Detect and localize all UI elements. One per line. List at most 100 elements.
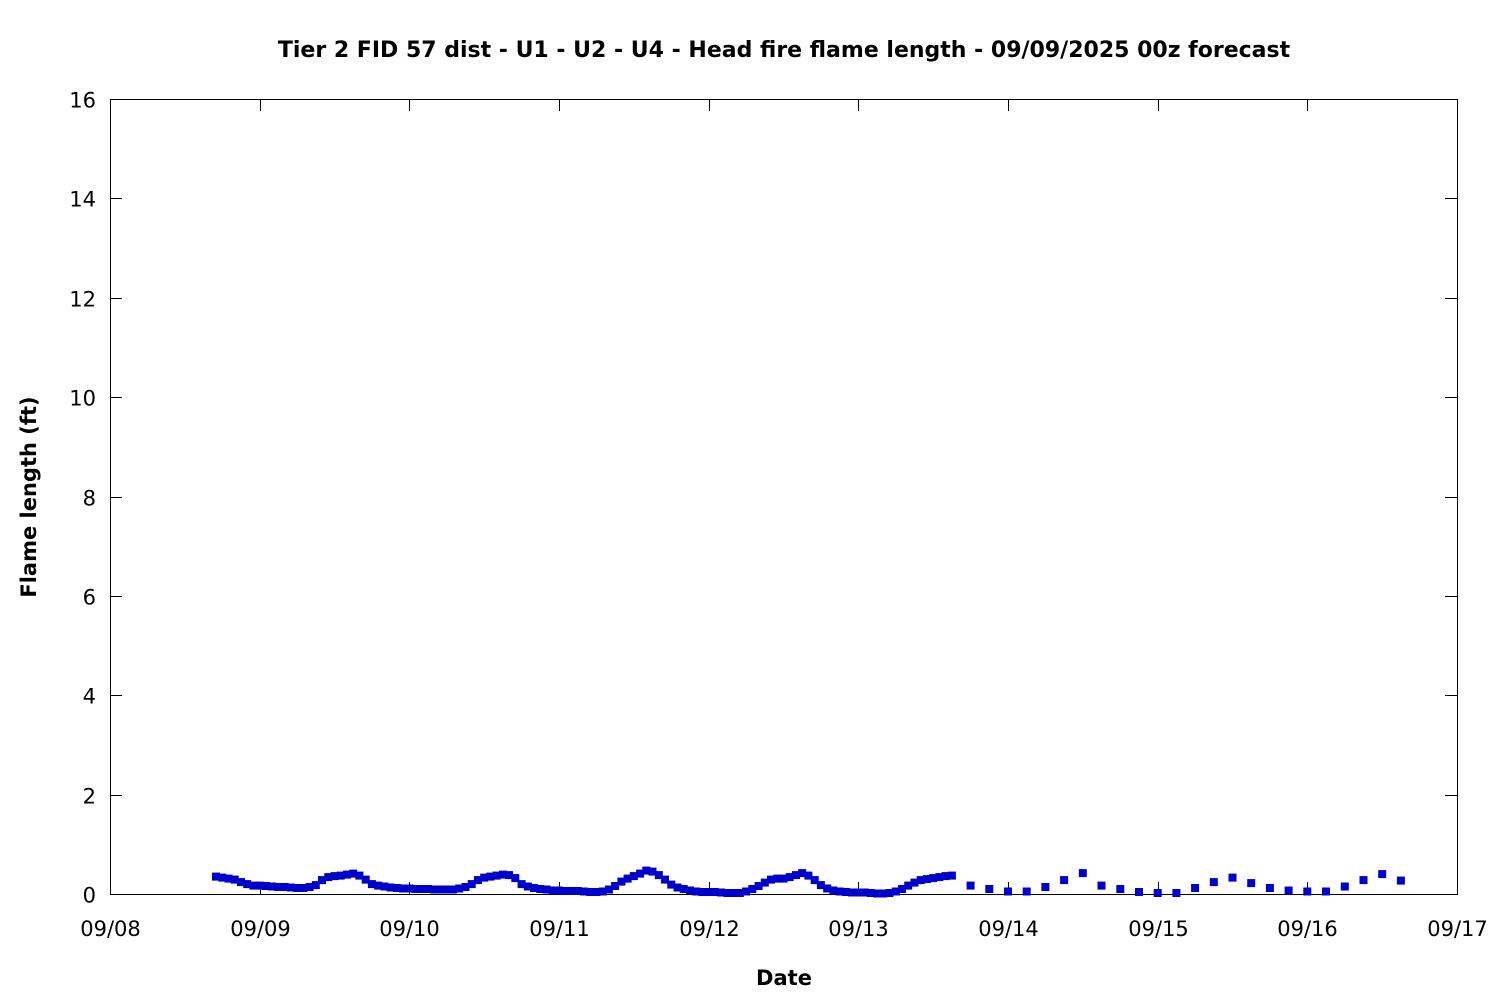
- data-point: [916, 876, 925, 885]
- data-point: [274, 883, 283, 891]
- data-point: [330, 872, 339, 881]
- data-point: [442, 885, 451, 894]
- axis-ticks: [110, 99, 1458, 895]
- data-point: [1004, 887, 1012, 896]
- data-point: [798, 869, 807, 878]
- y-tick-label: 4: [83, 685, 96, 709]
- plot-frame: [110, 99, 1458, 895]
- data-point: [411, 885, 420, 893]
- data-point: [704, 888, 713, 896]
- data-point: [237, 878, 245, 887]
- data-point: [505, 871, 514, 880]
- data-point: [268, 882, 277, 891]
- data-point: [480, 873, 489, 882]
- data-point: [792, 871, 800, 880]
- data-point: [767, 875, 775, 884]
- data-point: [1097, 881, 1106, 890]
- data-point: [467, 880, 476, 889]
- data-point: [511, 874, 520, 883]
- y-tick-label: 12: [69, 288, 96, 312]
- data-point: [255, 881, 264, 890]
- data-point: [374, 881, 383, 890]
- data-point: [417, 885, 426, 893]
- data-point: [1153, 889, 1162, 897]
- data-point: [455, 884, 464, 893]
- y-axis-label: Flame length (ft): [17, 396, 41, 597]
- data-point: [692, 887, 701, 896]
- data-point: [885, 889, 894, 897]
- data-point: [1265, 884, 1274, 892]
- data-point: [1172, 889, 1181, 897]
- data-point: [667, 880, 676, 889]
- data-point: [349, 869, 358, 878]
- data-point: [355, 871, 364, 880]
- data-point: [910, 878, 919, 887]
- data-point: [1340, 882, 1349, 891]
- data-point: [286, 883, 295, 892]
- data-point: [536, 885, 545, 893]
- data-point: [486, 872, 495, 881]
- x-tick-label: 09/15: [1128, 917, 1189, 941]
- data-point: [873, 889, 881, 898]
- data-point: [449, 885, 457, 894]
- data-point: [586, 888, 595, 896]
- data-point: [922, 875, 931, 884]
- data-point: [698, 888, 707, 896]
- data-point: [386, 883, 395, 892]
- x-tick-label: 09/11: [529, 917, 590, 941]
- data-point: [430, 885, 439, 894]
- data-point: [224, 874, 233, 883]
- data-point: [835, 887, 844, 896]
- data-point: [436, 885, 445, 894]
- y-tick-label: 6: [83, 586, 96, 610]
- data-point: [947, 871, 956, 880]
- data-point: [1209, 878, 1218, 887]
- y-tick-label: 2: [83, 785, 96, 809]
- data-point: [530, 884, 539, 892]
- data-point: [985, 885, 994, 893]
- data-point: [636, 869, 645, 878]
- data-point: [848, 888, 857, 897]
- x-tick-label: 09/09: [230, 917, 291, 941]
- data-point: [710, 888, 719, 896]
- data-point: [542, 885, 551, 894]
- data-point: [380, 882, 389, 891]
- data-point: [866, 889, 875, 897]
- data-point: [617, 877, 626, 886]
- data-point: [392, 884, 401, 892]
- data-point: [773, 874, 782, 883]
- y-tick-label: 8: [83, 487, 96, 511]
- data-point: [1396, 876, 1405, 885]
- data-point: [642, 866, 651, 875]
- data-point: [1303, 887, 1312, 896]
- x-axis-label: Date: [756, 966, 812, 990]
- x-tick-label: 09/17: [1427, 917, 1488, 941]
- data-point: [729, 889, 738, 897]
- data-point: [399, 884, 408, 893]
- x-tick-label: 09/12: [679, 917, 740, 941]
- x-tick-label: 09/13: [828, 917, 889, 941]
- data-point: [754, 882, 763, 890]
- y-tick-label: 10: [69, 387, 96, 411]
- data-point: [367, 880, 376, 889]
- data-point: [212, 872, 220, 881]
- data-point: [573, 887, 582, 895]
- data-point: [629, 872, 638, 881]
- data-point: [249, 881, 258, 890]
- data-point: [717, 888, 726, 897]
- data-point: [218, 873, 227, 882]
- data-point: [785, 873, 794, 882]
- data-point: [654, 871, 663, 880]
- data-point: [230, 875, 239, 884]
- data-point: [523, 882, 532, 891]
- x-tick-label: 09/14: [978, 917, 1039, 941]
- data-point: [898, 885, 906, 893]
- data-point: [1135, 888, 1143, 896]
- data-point: [1378, 870, 1387, 879]
- data-point: [517, 880, 526, 889]
- data-point: [854, 888, 863, 897]
- data-point: [1060, 876, 1069, 885]
- data-point: [280, 883, 289, 891]
- x-tick-labels: 09/08 09/09 09/10 09/11 09/12 09/13 09/14 09/15…: [80, 917, 1488, 941]
- data-point: [1191, 884, 1200, 892]
